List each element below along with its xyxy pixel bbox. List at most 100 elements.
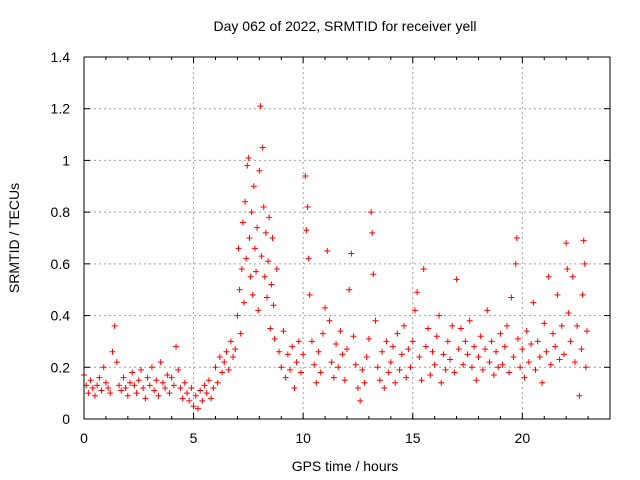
data-point [109, 348, 116, 355]
data-point [227, 338, 234, 345]
data-point [579, 291, 586, 298]
data-point [444, 338, 451, 345]
data-point [510, 353, 517, 360]
data-point [317, 369, 324, 376]
data-point [431, 361, 438, 368]
data-point [514, 335, 521, 342]
data-point [280, 328, 287, 335]
data-point [409, 338, 416, 345]
data-point [477, 333, 484, 340]
data-point [550, 330, 557, 337]
data-point [400, 322, 407, 329]
data-point [379, 348, 386, 355]
data-point [85, 390, 92, 397]
data-point [528, 341, 535, 348]
data-point [248, 209, 255, 216]
chart-title: Day 062 of 2022, SRMTID for receiver yel… [214, 18, 477, 34]
data-point [468, 364, 475, 371]
data-point [427, 372, 434, 379]
data-point [574, 322, 581, 329]
data-point [513, 235, 520, 241]
data-point [194, 405, 201, 412]
data-point [203, 390, 210, 397]
data-point [188, 384, 195, 391]
data-point [319, 330, 326, 337]
data-point [159, 379, 166, 386]
data-point [414, 289, 421, 296]
data-point [387, 359, 394, 366]
data-point [271, 335, 278, 342]
data-point [416, 353, 423, 360]
data-point [495, 364, 502, 371]
data-point [571, 359, 578, 366]
data-point [506, 369, 513, 376]
data-point [223, 348, 230, 355]
data-point [422, 343, 429, 350]
data-point [175, 366, 182, 373]
data-point [368, 209, 375, 216]
data-point [374, 364, 381, 371]
data-point [365, 335, 372, 342]
data-point [475, 353, 482, 360]
data-point [287, 366, 294, 373]
data-point [116, 382, 123, 389]
data-point [111, 322, 118, 329]
data-point [306, 291, 313, 298]
axis-ticks [83, 56, 610, 420]
data-point [311, 361, 318, 368]
data-point [268, 281, 275, 288]
data-point [181, 379, 188, 386]
data-point [354, 384, 361, 391]
data-point [245, 154, 252, 161]
y-tick-label: 0.8 [51, 204, 71, 220]
data-point [122, 384, 129, 391]
data-point [235, 245, 242, 252]
data-point [357, 397, 364, 404]
data-point [324, 247, 331, 254]
data-point [144, 374, 151, 381]
data-point [512, 260, 519, 267]
data-point [300, 351, 307, 358]
x-tick-labels: 0 5 10 15 20 [80, 430, 530, 446]
data-point [425, 325, 432, 332]
data-point [94, 382, 101, 389]
data-point [170, 382, 177, 389]
data-point [151, 387, 158, 394]
data-point [177, 384, 184, 391]
data-point [135, 377, 142, 384]
data-point [230, 353, 237, 360]
data-point [339, 351, 346, 358]
data-point [205, 377, 212, 384]
data-point [569, 273, 576, 280]
data-point [449, 322, 456, 329]
data-point [582, 364, 589, 371]
x-tick-label: 20 [515, 430, 531, 446]
data-point [370, 271, 377, 278]
data-point [232, 346, 239, 353]
data-point [326, 317, 333, 324]
data-point [302, 172, 309, 179]
x-tick-label: 10 [295, 430, 311, 446]
data-point [315, 348, 322, 355]
data-point [376, 377, 383, 384]
data-point [490, 372, 497, 379]
data-point [322, 304, 329, 311]
data-point [267, 325, 274, 332]
data-point [493, 348, 500, 355]
y-tick-label: 0.6 [51, 256, 71, 272]
data-point [508, 294, 515, 301]
data-point [265, 258, 272, 265]
data-point [96, 374, 103, 381]
data-point [405, 346, 412, 353]
data-point [155, 392, 162, 399]
data-point [451, 369, 458, 376]
data-point [560, 351, 567, 358]
data-point [554, 291, 561, 298]
data-point [341, 377, 348, 384]
data-point [240, 299, 247, 306]
data-point [501, 343, 508, 350]
data-point [359, 366, 366, 373]
data-point [576, 392, 583, 399]
data-points [81, 103, 590, 412]
data-point [190, 403, 197, 410]
